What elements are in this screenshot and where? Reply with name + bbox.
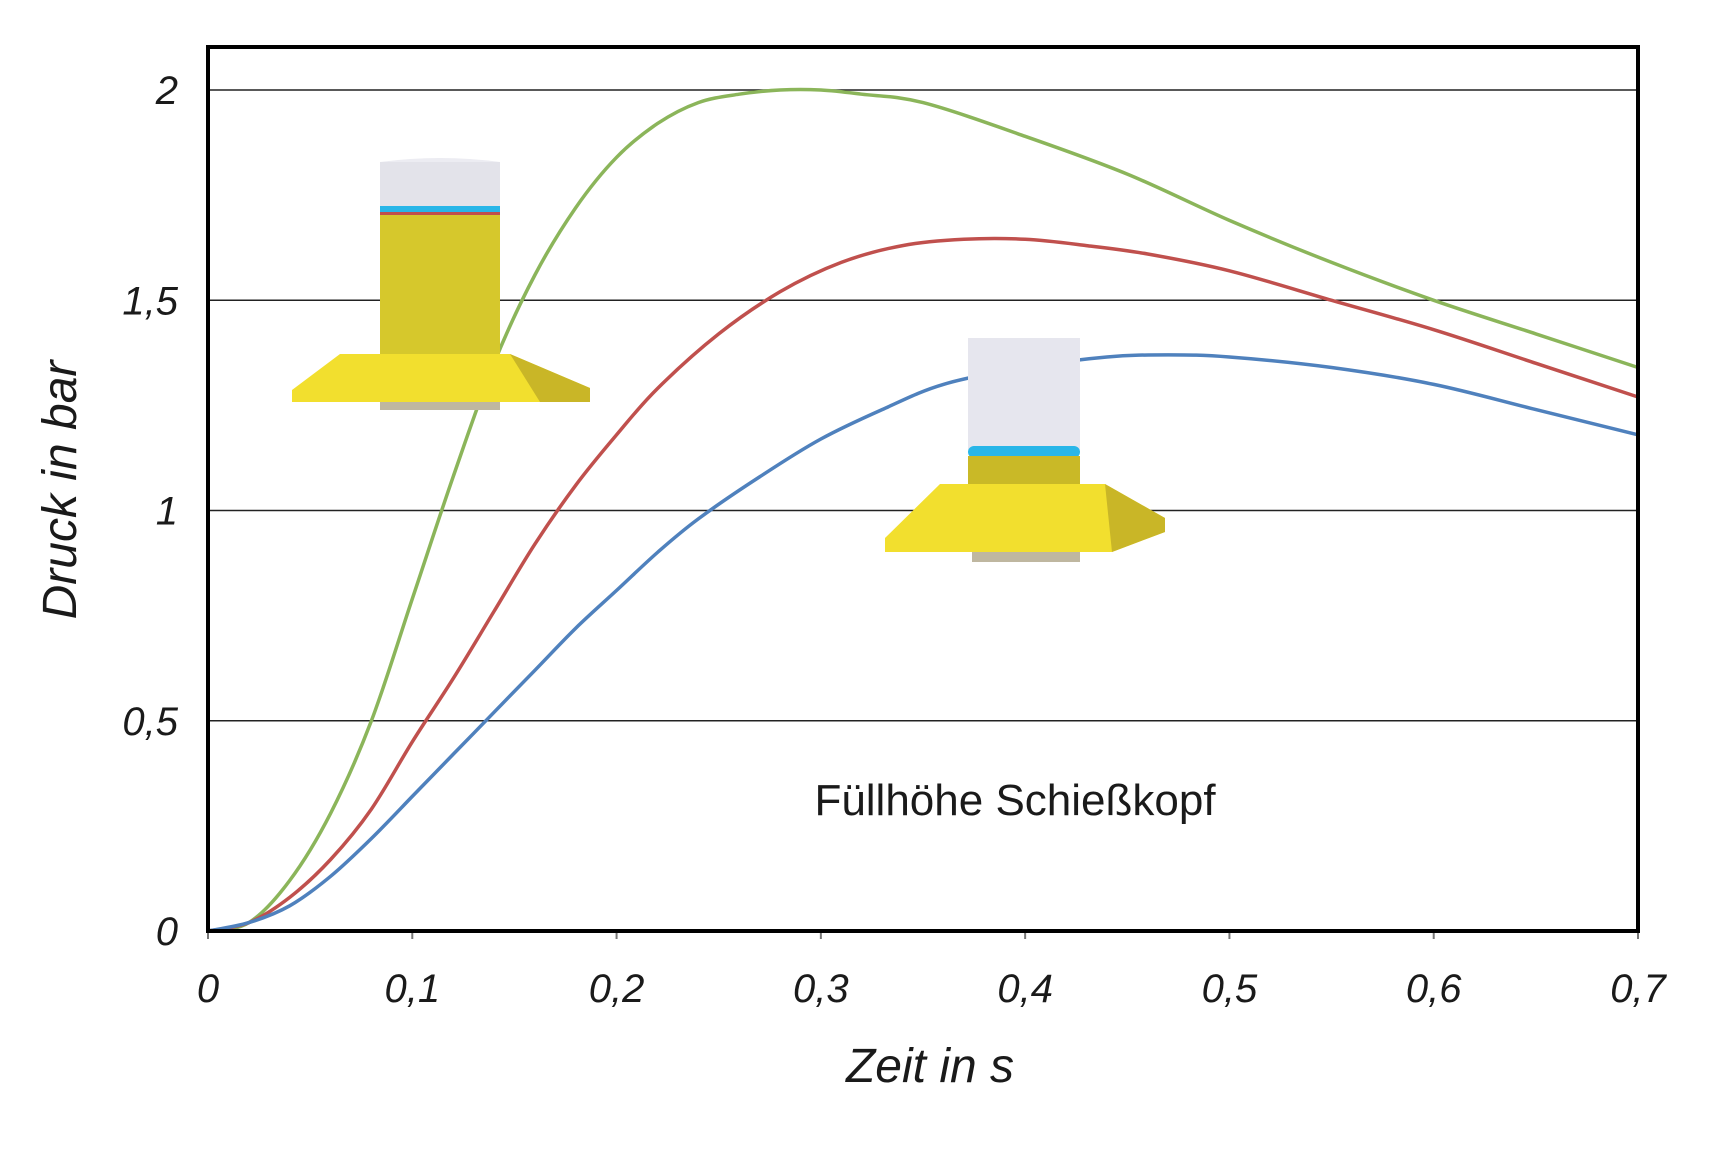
- x-tick-label: 0,4: [997, 967, 1053, 1011]
- nozzle-full-base-shade: [510, 354, 590, 402]
- y-axis-title: Druck in bar: [34, 359, 87, 620]
- x-axis-title: Zeit in s: [845, 1040, 1014, 1093]
- x-tick-label: 0,1: [384, 967, 440, 1011]
- x-tick-label: 0: [197, 967, 219, 1011]
- nozzle-full-illustration: [292, 158, 590, 410]
- x-tick-label: 0,2: [589, 967, 645, 1011]
- fill-height-annotation: Füllhöhe Schießkopf: [814, 776, 1216, 825]
- nozzle-low-outlet: [972, 552, 1080, 562]
- nozzle-low-illustration: [885, 338, 1165, 562]
- nozzle-full-tube-top: [380, 158, 500, 162]
- nozzle-full-fill-edge: [380, 212, 500, 215]
- x-tick-label: 0,5: [1202, 967, 1258, 1011]
- series-line-blue: [206, 353, 1640, 933]
- y-axis-tick-labels: 0 0,5 1 1,5 2: [122, 69, 178, 954]
- nozzle-full-fill-surface: [380, 206, 500, 213]
- nozzle-low-tube: [968, 338, 1080, 450]
- series-line-red: [206, 236, 1640, 933]
- nozzle-full-fill: [380, 215, 500, 355]
- x-tick-label: 0,7: [1610, 967, 1667, 1011]
- nozzle-full-outlet: [380, 402, 500, 410]
- y-tick-label: 2: [155, 69, 178, 113]
- y-tick-label: 1: [156, 490, 178, 534]
- nozzle-low-base-shade: [1105, 484, 1165, 552]
- nozzle-full-tube: [380, 162, 500, 210]
- y-tick-label: 1,5: [122, 279, 178, 323]
- nozzle-full-base: [292, 354, 590, 402]
- series-line-green: [206, 87, 1640, 933]
- nozzle-low-base: [885, 484, 1165, 552]
- plot-frame: [206, 45, 1640, 933]
- y-tick-label: 0: [156, 910, 178, 954]
- x-tick-label: 0,3: [793, 967, 849, 1011]
- x-tick-label: 0,6: [1406, 967, 1462, 1011]
- nozzle-low-fill-surface: [968, 446, 1080, 458]
- y-tick-label: 0,5: [122, 700, 178, 744]
- series-layer: [206, 87, 1640, 933]
- x-axis-tick-labels: 0 0,1 0,2 0,3 0,4 0,5 0,6 0,7: [197, 967, 1668, 1011]
